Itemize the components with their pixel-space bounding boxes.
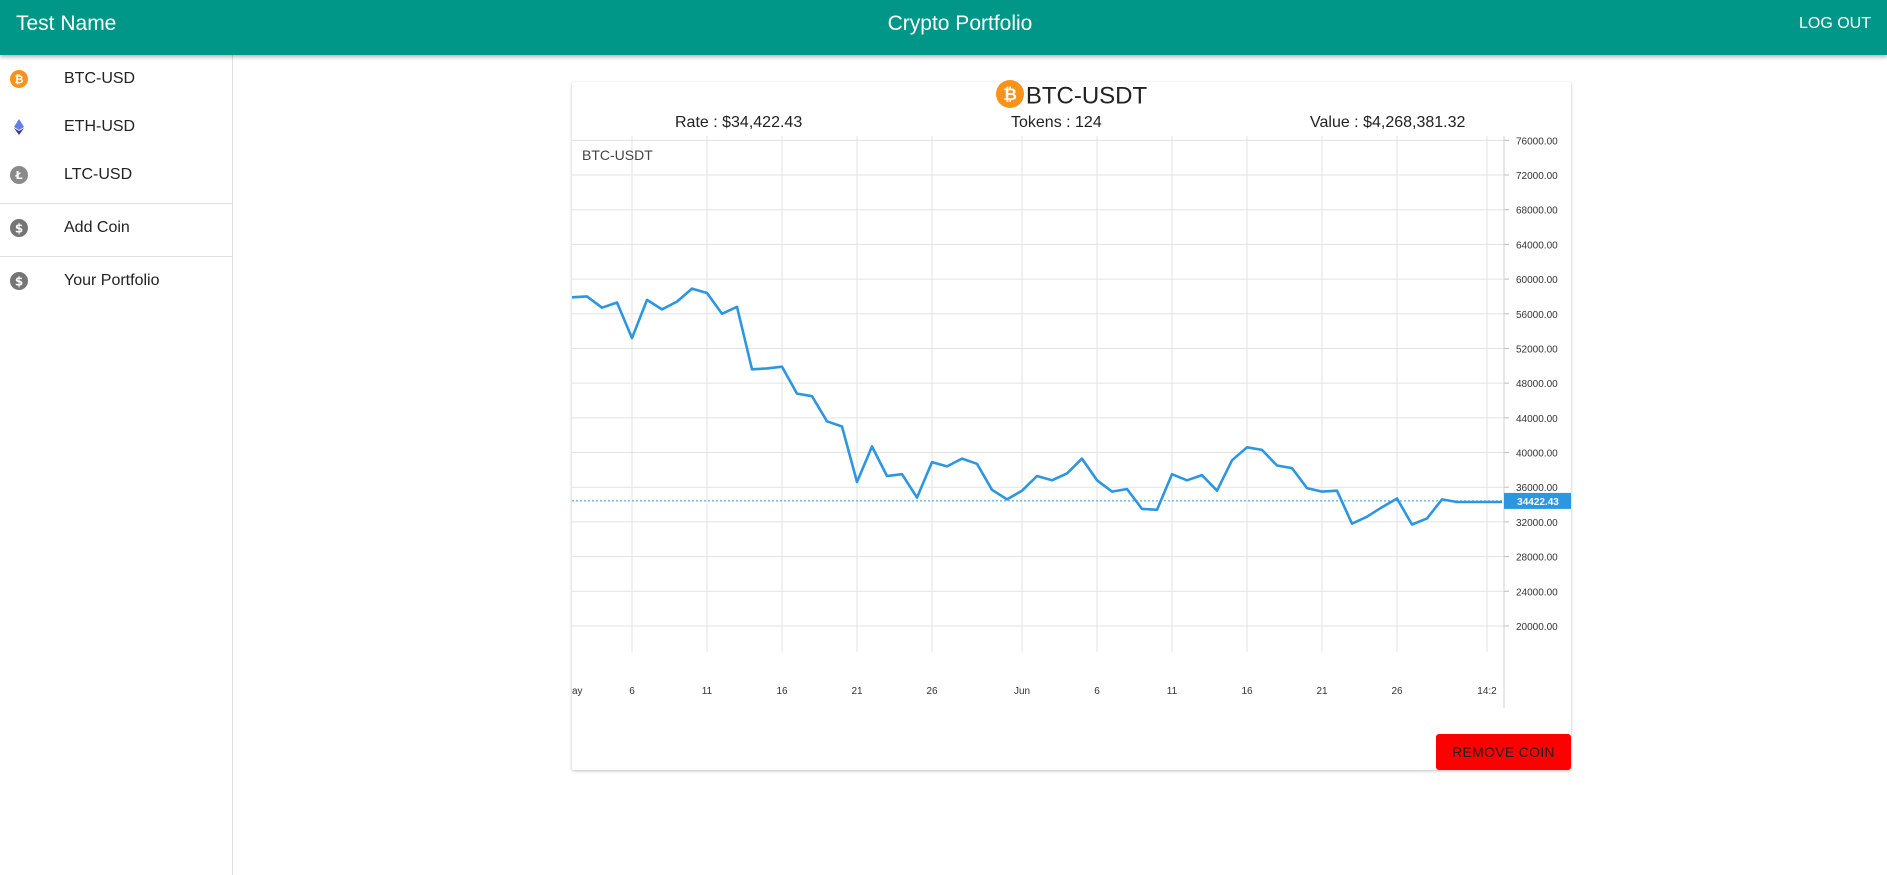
coin-card: ₿ BTC-USDT Rate : $34,422.43 Tokens : 12… <box>572 79 1571 770</box>
y-tick-label: 20000.00 <box>1516 622 1558 633</box>
x-tick-label: 16 <box>776 686 788 697</box>
card-header: ₿ BTC-USDT <box>572 79 1571 114</box>
y-tick-label: 76000.00 <box>1516 136 1558 147</box>
x-tick-label: 11 <box>1167 686 1178 697</box>
price-chart[interactable]: 76000.00 72000.00 68000.00 64000.00 60000.00… <box>572 136 1571 732</box>
y-tick-label: 52000.00 <box>1516 344 1558 355</box>
y-tick-label: 72000.00 <box>1516 171 1558 182</box>
x-tick-label: 26 <box>926 686 938 697</box>
sidebar-item-your-portfolio[interactable]: $ Your Portfolio <box>0 257 232 305</box>
y-tick-label: 48000.00 <box>1516 379 1558 390</box>
y-tick-label: 24000.00 <box>1516 587 1558 598</box>
app-title: Crypto Portfolio <box>887 12 1033 35</box>
sidebar-item-label: LTC-USD <box>64 166 133 183</box>
x-tick-label: 6 <box>629 686 635 697</box>
sidebar-item-add-coin[interactable]: $ Add Coin <box>0 204 232 252</box>
svg-text:$: $ <box>15 275 23 289</box>
y-tick-label: 40000.00 <box>1516 449 1558 460</box>
ethereum-icon <box>14 119 24 135</box>
y-tick-label: 44000.00 <box>1516 414 1558 425</box>
value-text: Value : $4,268,381.32 <box>1310 114 1466 131</box>
svg-text:₿: ₿ <box>1003 85 1017 105</box>
x-tick-label: 6 <box>1094 686 1100 697</box>
x-tick-label: 21 <box>851 686 863 697</box>
x-tick-label: Jun <box>1014 686 1030 697</box>
price-line <box>572 287 1502 526</box>
svg-text:$: $ <box>15 222 23 236</box>
sidebar-item-label: Add Coin <box>64 219 130 236</box>
sidebar-divider <box>0 256 232 257</box>
svg-text:₿: ₿ <box>15 73 24 86</box>
bitcoin-icon: ₿ <box>995 79 1024 108</box>
sidebar-item-eth-usd[interactable]: ETH-USD <box>0 103 232 151</box>
current-price-badge <box>1504 492 1571 509</box>
user-name: Test Name <box>16 12 117 35</box>
y-tick-label: 36000.00 <box>1516 483 1558 494</box>
y-tick-label: 64000.00 <box>1516 240 1558 251</box>
x-tick-label: 21 <box>1316 686 1328 697</box>
y-tick-label: 28000.00 <box>1516 553 1558 564</box>
litecoin-icon: Ł <box>10 166 28 184</box>
svg-text:Ł: Ł <box>14 169 22 182</box>
sidebar-item-btc-usd[interactable]: ₿ BTC-USD <box>0 55 232 103</box>
bitcoin-icon: ₿ <box>10 70 28 88</box>
sidebar-item-label: BTC-USD <box>64 70 136 87</box>
app-bar: Test Name Crypto Portfolio LOG OUT <box>0 0 1887 55</box>
x-tick-label: 16 <box>1241 686 1253 697</box>
dollar-icon: $ <box>10 272 28 290</box>
sidebar-item-ltc-usd[interactable]: Ł LTC-USD <box>0 151 232 199</box>
x-tick-label: ay <box>572 686 583 697</box>
y-tick-label: 56000.00 <box>1516 310 1558 321</box>
sidebar: ₿ BTC-USD ETH-USD Ł LTC-USD $ Add Coin $… <box>0 55 233 875</box>
dollar-icon: $ <box>10 219 28 237</box>
x-tick-label: 14:2 <box>1477 686 1497 697</box>
y-tick-label: 60000.00 <box>1516 275 1558 286</box>
y-tick-label: 32000.00 <box>1516 518 1558 529</box>
tokens-text: Tokens : 124 <box>1011 114 1102 131</box>
y-tick-label: 68000.00 <box>1516 206 1558 217</box>
sidebar-item-label: ETH-USD <box>64 118 136 135</box>
sidebar-divider <box>0 203 232 204</box>
coin-symbol: BTC-USDT <box>1025 82 1148 110</box>
remove-coin-button[interactable]: REMOVE COIN <box>1436 734 1571 770</box>
rate-text: Rate : $34,422.43 <box>675 114 803 131</box>
coin-stats: Rate : $34,422.43 Tokens : 124 Value : $… <box>572 114 1571 136</box>
sidebar-item-label: Your Portfolio <box>64 272 160 289</box>
x-tick-label: 26 <box>1391 686 1403 697</box>
logout-button[interactable]: LOG OUT <box>1798 15 1871 32</box>
x-tick-label: 11 <box>702 686 713 697</box>
current-price-label: 34422.43 <box>1517 497 1559 508</box>
chart-series-label: BTC-USDT <box>582 147 653 163</box>
